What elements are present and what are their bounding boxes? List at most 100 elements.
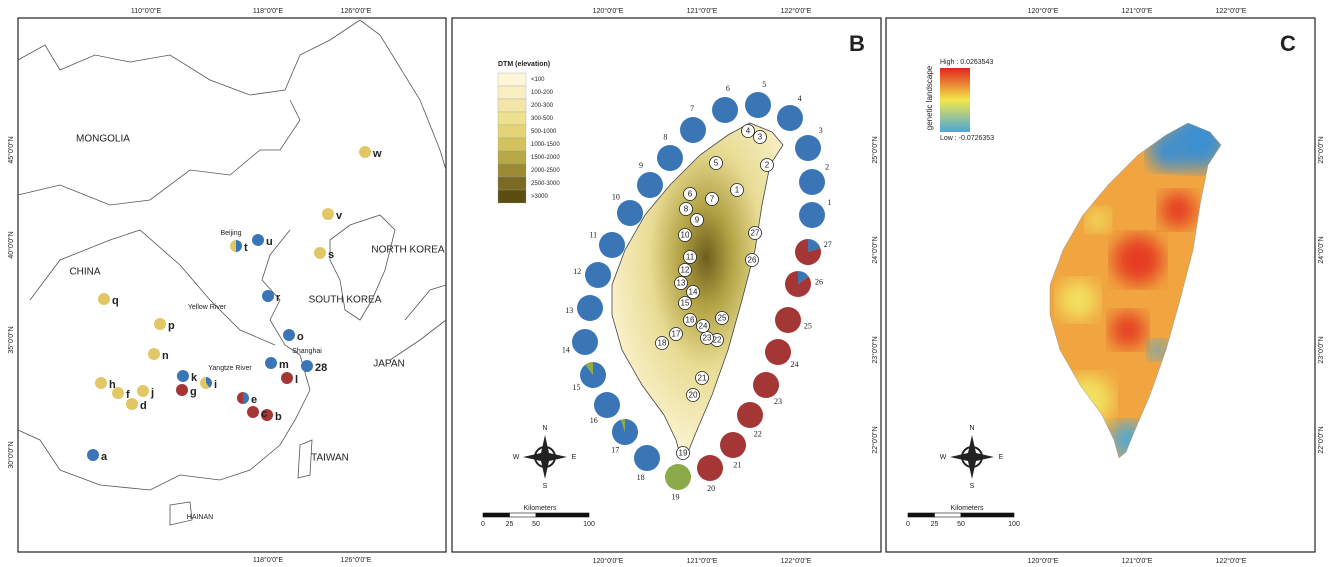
surface-blob — [1160, 192, 1196, 228]
site-label: 12 — [573, 267, 581, 276]
site-label: f — [126, 389, 130, 401]
legend-label: <100 — [531, 77, 545, 83]
legend-swatch — [498, 190, 526, 203]
legend-swatch — [498, 125, 526, 138]
scale-tick: 100 — [1008, 521, 1020, 528]
lon-label: 122°0'0"E — [1216, 7, 1247, 15]
lon-label: 122°0'0"E — [781, 7, 812, 15]
sample-label: 19 — [679, 449, 688, 458]
site-label: 10 — [612, 192, 620, 201]
site-label: 19 — [672, 493, 680, 502]
pie-slice — [247, 406, 259, 418]
legend-title: DTM (elevation) — [498, 61, 550, 68]
sample-label: 13 — [677, 279, 686, 288]
surface-blob — [1086, 208, 1110, 232]
scale-title: Kilometers — [950, 505, 984, 512]
sample-label: 3 — [758, 133, 763, 142]
pie-slice — [322, 208, 334, 220]
site-label: u — [266, 236, 273, 248]
site-label: d — [140, 400, 147, 412]
legend-low: Low : -0.0726353 — [940, 135, 994, 142]
pie-slice — [634, 445, 660, 471]
legend-ramp — [940, 68, 970, 132]
lat-label: 22°0'0"N — [871, 426, 879, 453]
pie-slice — [795, 135, 821, 161]
sample-label: 21 — [698, 374, 707, 383]
legend-label: 200-300 — [531, 103, 554, 109]
site-label: 6 — [726, 84, 730, 93]
sample-label: 9 — [695, 216, 700, 225]
place-label: JAPAN — [373, 359, 405, 370]
lon-label: 118°0'0"E — [253, 7, 284, 15]
sample-label: 8 — [684, 205, 689, 214]
sample-label: 18 — [658, 339, 667, 348]
lat-label: 30°0'0"N — [7, 441, 15, 468]
sample-label: 6 — [688, 190, 693, 199]
site-label: 3 — [819, 126, 823, 135]
legend-swatch — [498, 151, 526, 164]
pie-slice — [301, 360, 313, 372]
site-label: 13 — [565, 306, 573, 315]
sample-label: 22 — [713, 336, 722, 345]
pie-slice — [799, 202, 825, 228]
pie-slice — [154, 318, 166, 330]
compass-letter: W — [940, 454, 947, 461]
pie-slice — [765, 339, 791, 365]
sample-label: 1 — [735, 186, 740, 195]
site-label: n — [162, 350, 169, 362]
place-label: HAINAN — [187, 514, 213, 521]
compass-letter: E — [572, 454, 577, 461]
legend-label: 300-500 — [531, 116, 554, 122]
site-label: o — [297, 331, 304, 343]
site-label: q — [112, 295, 119, 307]
legend-label: 1000-1500 — [531, 142, 560, 148]
pie-slice — [265, 357, 277, 369]
pie-slice — [262, 290, 274, 302]
pie-slice — [799, 169, 825, 195]
site-label: 17 — [611, 445, 619, 454]
lon-label: 121°0'0"E — [687, 7, 718, 15]
legend-swatch — [498, 164, 526, 177]
site-label: 18 — [637, 473, 645, 482]
sample-label: 27 — [751, 229, 760, 238]
lon-label: 120°0'0"E — [1028, 7, 1059, 15]
legend-label: 100-200 — [531, 90, 554, 96]
pie-slice — [712, 97, 738, 123]
site-label: 2 — [825, 162, 829, 171]
scale-segment — [483, 513, 510, 517]
site-label: e — [251, 394, 257, 406]
pie-slice — [680, 117, 706, 143]
pie-slice — [637, 172, 663, 198]
compass-letter: S — [970, 483, 975, 490]
legend-high: High : 0.0263543 — [940, 59, 993, 66]
pie-slice — [665, 464, 691, 490]
sample-label: 17 — [672, 330, 681, 339]
site-label: 23 — [774, 397, 782, 406]
legend-label: 2500-3000 — [531, 181, 560, 187]
scale-tick: 0 — [481, 521, 485, 528]
site-label: r — [276, 292, 281, 304]
lon-label: 122°0'0"E — [781, 557, 812, 565]
lon-label: 120°0'0"E — [593, 7, 624, 15]
legend-label: 2000-2500 — [531, 168, 560, 174]
legend-swatch — [498, 177, 526, 190]
lat-label: 23°0'0"N — [871, 336, 879, 363]
panel-a — [18, 18, 446, 552]
pie-slice — [697, 455, 723, 481]
lat-label: 40°0'0"N — [7, 231, 15, 258]
pie-slice — [777, 105, 803, 131]
sample-label: 15 — [681, 299, 690, 308]
scale-tick: 100 — [583, 521, 595, 528]
pie-slice — [599, 232, 625, 258]
site-label: w — [372, 148, 382, 160]
site-label: 14 — [562, 345, 570, 354]
legend-swatch — [498, 73, 526, 86]
lon-label: 121°0'0"E — [1122, 7, 1153, 15]
site-label: t — [244, 242, 248, 254]
pie-slice — [95, 377, 107, 389]
site-label: 21 — [733, 460, 741, 469]
site-label: v — [336, 210, 343, 222]
scale-tick: 0 — [906, 521, 910, 528]
lon-label: 120°0'0"E — [593, 557, 624, 565]
lat-label: 24°0'0"N — [1317, 236, 1325, 263]
